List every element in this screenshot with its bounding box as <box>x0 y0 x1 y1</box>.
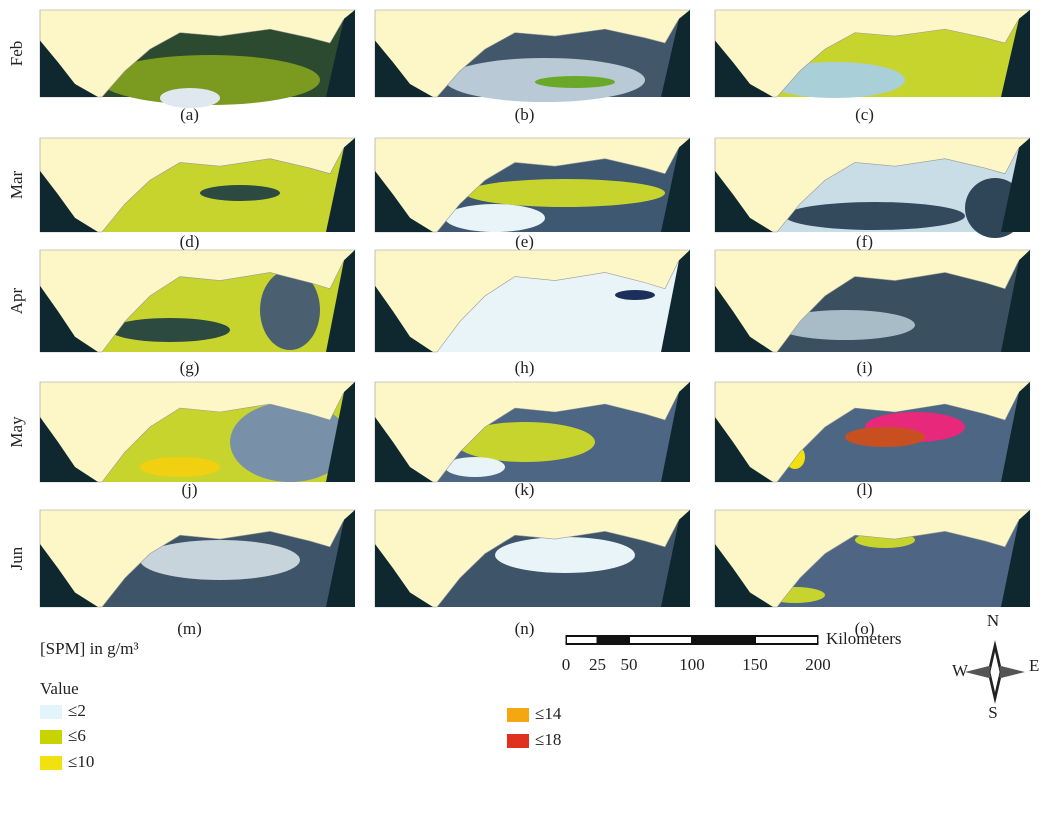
water-feature <box>495 537 635 573</box>
figure: Feb (a) (b) (c) Mar (d) (e) (f) Apr (g) (h) (i) May (… <box>0 0 1041 814</box>
scale-label: 200 <box>805 655 831 674</box>
water-feature <box>465 179 665 207</box>
map-panel <box>375 510 690 607</box>
row-label: Mar <box>7 171 26 200</box>
panel-label: (a) <box>180 105 199 124</box>
map-panel <box>715 250 1030 352</box>
compass-s: S <box>988 703 997 722</box>
scale-label: 0 <box>562 655 571 674</box>
map-panel <box>375 250 690 352</box>
map-panel <box>715 10 1030 98</box>
legend-swatch <box>507 708 529 722</box>
panel-label: (n) <box>515 619 535 638</box>
legend-label: ≤2 <box>68 701 86 720</box>
legend-swatch <box>40 756 62 770</box>
panel-label: (c) <box>855 105 874 124</box>
compass-w: W <box>952 661 969 680</box>
map-panel <box>715 510 1030 607</box>
compass: N S W E <box>952 611 1039 722</box>
water-feature <box>615 290 655 300</box>
map-panel <box>40 10 355 108</box>
scale-segment <box>582 637 597 643</box>
scale-segment <box>630 637 691 643</box>
water-feature <box>110 318 230 342</box>
map-panel <box>40 382 355 482</box>
scale-label: 150 <box>742 655 768 674</box>
scale-unit: Kilometers <box>826 629 902 648</box>
row-label: Jun <box>7 546 26 570</box>
row-label: May <box>7 416 26 448</box>
scale-label: 100 <box>679 655 705 674</box>
scale-bar: 0 25 50 100 150 200 Kilometers <box>562 629 902 674</box>
map-panel <box>375 138 690 232</box>
water-feature <box>785 202 965 230</box>
map-panel <box>375 10 690 102</box>
panel-label: (m) <box>177 619 202 638</box>
water-feature <box>140 540 300 580</box>
map-panel <box>375 382 690 482</box>
scale-label: 25 <box>589 655 606 674</box>
scale-segment <box>756 637 817 643</box>
map-panel <box>715 138 1030 238</box>
legend-label: ≤10 <box>68 752 94 771</box>
water-feature <box>535 76 615 88</box>
scale-label: 50 <box>621 655 638 674</box>
panel-label: (d) <box>180 232 200 251</box>
legend-label: ≤18 <box>535 730 561 749</box>
map-panel <box>40 138 355 232</box>
water-feature <box>200 185 280 201</box>
panel-label: (k) <box>515 480 535 499</box>
legend-subtitle: Value <box>40 679 79 698</box>
legend-title: [SPM] in g/m³ <box>40 639 139 658</box>
row-label: Feb <box>7 41 26 67</box>
legend-label: ≤6 <box>68 726 86 745</box>
map-panel <box>40 510 355 607</box>
panel-label: (j) <box>181 480 197 499</box>
water-feature <box>445 204 545 232</box>
water-feature <box>140 457 220 477</box>
legend-label: ≤14 <box>535 704 562 723</box>
compass-e: E <box>1029 656 1039 675</box>
map-panel <box>40 250 355 352</box>
map-panel <box>715 382 1030 482</box>
panel-label: (l) <box>856 480 872 499</box>
panel-label: (h) <box>515 358 535 377</box>
panel-label: (b) <box>515 105 535 124</box>
legend-swatch <box>40 730 62 744</box>
panel-label: (f) <box>856 232 873 251</box>
row-label: Apr <box>7 287 26 314</box>
map-grid: Feb (a) (b) (c) Mar (d) (e) (f) Apr (g) (h) (i) May (… <box>7 10 1030 638</box>
panel-label: (g) <box>180 358 200 377</box>
legend-swatch <box>507 734 529 748</box>
legend: [SPM] in g/m³ Value ≤2 ≤6 ≤10 ≤14 ≤18 <box>40 639 562 771</box>
water-feature <box>845 427 925 447</box>
compass-n: N <box>987 611 999 630</box>
panel-label: (i) <box>856 358 872 377</box>
legend-swatch <box>40 705 62 719</box>
panel-label: (e) <box>515 232 534 251</box>
